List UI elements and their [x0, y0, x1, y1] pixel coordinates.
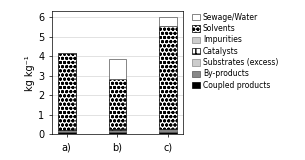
Bar	[58, 132, 76, 134]
Bar	[109, 128, 126, 130]
Legend: Sewage/Water, Solvents, Impurities, Catalysts, Substrates (excess), By-products,: Sewage/Water, Solvents, Impurities, Cata…	[191, 11, 280, 91]
Bar	[159, 130, 177, 132]
Bar	[159, 128, 177, 130]
Bar	[58, 130, 76, 132]
Bar	[109, 130, 126, 132]
Bar	[159, 17, 177, 26]
Bar	[58, 53, 76, 130]
Bar	[109, 59, 126, 79]
Y-axis label: kg kg⁻¹: kg kg⁻¹	[25, 55, 35, 91]
Bar	[159, 26, 177, 128]
Bar	[159, 132, 177, 134]
Bar	[109, 132, 126, 134]
Bar	[109, 79, 126, 128]
